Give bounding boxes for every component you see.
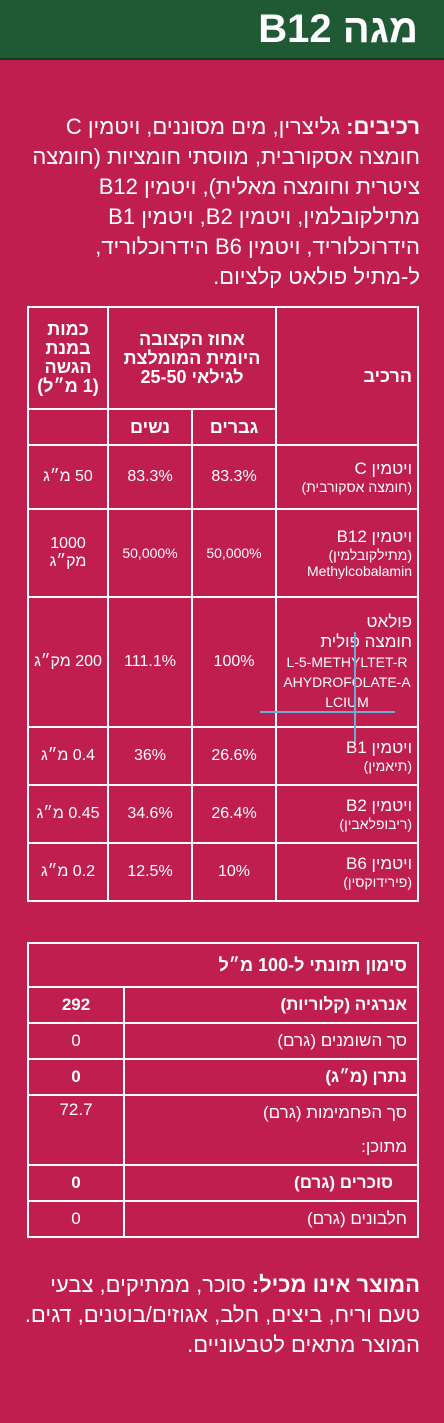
header-women: נשים xyxy=(106,408,194,446)
cell-name-sub: (פירידוקסין) xyxy=(343,874,412,890)
nutrition-value: 0 xyxy=(27,1200,125,1238)
cell-amount: 200 מק״ג xyxy=(27,596,109,728)
cell-name: ויטמין B2 (ריבופלאבין) xyxy=(275,784,419,844)
cell-men: 100% xyxy=(191,596,277,728)
cell-women: 36% xyxy=(106,726,194,786)
nutrition-label: סך הפחמימות (גרם) xyxy=(123,1094,419,1130)
cell-amount: 1000 מק״ג xyxy=(27,508,109,598)
cell-name: ויטמין B1 (תיאמין) xyxy=(275,726,419,786)
cell-name-sub: חומצה פולית xyxy=(320,632,412,651)
cell-name-main: ויטמין C xyxy=(354,459,412,478)
cell-name-sub: (תיאמין) xyxy=(363,758,412,774)
nutrition-label: סוכרים (גרם) xyxy=(123,1164,419,1202)
cell-women: 12.5% xyxy=(106,842,194,902)
cell-women: 111.1% xyxy=(106,596,194,728)
header-men: גברים xyxy=(191,408,277,446)
table-row: סוכרים (גרם) 0 xyxy=(27,1164,419,1202)
table-row: סך הפחמימות (גרם) 72.7 xyxy=(27,1094,419,1130)
cell-men: 83.3% xyxy=(191,444,277,510)
cell-amount: 0.45 מ״ג xyxy=(27,784,109,844)
nutrition-value: 292 xyxy=(27,986,125,1024)
nutrition-label: אנרגיה (קלוריות) xyxy=(123,986,419,1024)
cell-name-sub: (חומצה אסקורבית) xyxy=(301,479,412,495)
cell-name-main: ויטמין B12 xyxy=(336,527,412,546)
cell-name-sub: (ריבופלאבין) xyxy=(339,816,412,832)
excludes-label: המוצר אינו מכיל: xyxy=(251,1272,420,1297)
cell-amount: 0.2 מ״ג xyxy=(27,842,109,902)
cell-men: 26.4% xyxy=(191,784,277,844)
table-row: ויטמין B1 (תיאמין) 26.6% 36% 0.4 מ״ג xyxy=(27,726,419,786)
table-row: אנרגיה (קלוריות) 292 xyxy=(27,986,419,1024)
header-amount: כמות במנת הגשה (1 מ״ל) xyxy=(27,306,109,410)
table-row: נתרן (מ״ג) 0 xyxy=(27,1058,419,1096)
nutrition-label: סך השומנים (גרם) xyxy=(123,1022,419,1060)
cell-amount: 50 מ״ג xyxy=(27,444,109,510)
cell-women: 50,000% xyxy=(106,508,194,598)
cell-name-main: ויטמין B6 xyxy=(346,854,412,873)
nutrition-title: סימון תזונתי ל-100 מ״ל xyxy=(27,942,419,988)
nutrition-label: מתוכן: xyxy=(123,1130,419,1166)
nutrition-value: 0 xyxy=(27,1164,125,1202)
cell-women: 83.3% xyxy=(106,444,194,510)
cell-name-sub2: Methylcobalamin xyxy=(306,563,412,579)
cell-name-main: ויטמין B1 xyxy=(346,738,412,757)
nutrition-title-row: סימון תזונתי ל-100 מ״ל xyxy=(27,942,419,988)
excludes-paragraph: המוצר אינו מכיל: סוכר, ממתיקים, צבעי טעם… xyxy=(24,1270,420,1360)
nutrition-value: 72.7 xyxy=(27,1094,125,1130)
cell-name-sub: (מתילקובלמין) xyxy=(328,547,412,563)
ingredients-text: גליצרין, מים מסוננים, ויטמין C חומצה אסק… xyxy=(32,114,420,289)
nutrition-value xyxy=(27,1130,125,1166)
cell-name-main: ויטמין B2 xyxy=(346,796,412,815)
table-row: ויטמין C (חומצה אסקורבית) 83.3% 83.3% 50 … xyxy=(27,444,419,510)
header-component: הרכיב xyxy=(275,306,419,446)
table-row: ויטמין B12 (מתילקובלמין) Methylcobalamin 5… xyxy=(27,508,419,598)
cell-amount: 0.4 מ״ג xyxy=(27,726,109,786)
cell-men: 26.6% xyxy=(191,726,277,786)
vitamins-table: הרכיב אחוז הקצובה היומית המומלצת לגילאי … xyxy=(27,306,419,902)
cell-name-main: פולאט xyxy=(366,612,412,631)
ingredients-paragraph: רכיבים: גליצרין, מים מסוננים, ויטמין C ח… xyxy=(24,112,420,292)
cell-name: ויטמין B12 (מתילקובלמין) Methylcobalamin xyxy=(275,508,419,598)
cell-name: ויטמין C (חומצה אסקורבית) xyxy=(275,444,419,510)
cell-women: 34.6% xyxy=(106,784,194,844)
table-row: מתוכן: xyxy=(27,1130,419,1166)
table-row: פולאט חומצה פולית L-5-METHYLTET-RAHYDROFOL… xyxy=(27,596,419,728)
nutrition-label: חלבונים (גרם) xyxy=(123,1200,419,1238)
table-subheader-row: גברים נשים xyxy=(27,408,418,446)
table-row: חלבונים (גרם) 0 xyxy=(27,1200,419,1238)
page-title: מגה B12 xyxy=(258,7,418,51)
header-blank xyxy=(27,408,109,446)
table-header-row: הרכיב אחוז הקצובה היומית המומלצת לגילאי … xyxy=(27,306,419,446)
cell-name-sub2: L-5-METHYLTET-RAHYDROFOLATE-ALCIUM xyxy=(283,654,411,710)
header-bar: מגה B12 xyxy=(0,0,444,60)
nutrition-label: נתרן (מ״ג) xyxy=(123,1058,419,1096)
cell-men: 50,000% xyxy=(191,508,277,598)
table-row: ויטמין B6 (פירידוקסין) 10% 12.5% 0.2 מ״ג xyxy=(27,842,419,902)
excludes-text: סוכר, ממתיקים, צבעי טעם וריח, ביצים, חלב… xyxy=(24,1272,420,1357)
ingredients-label: רכיבים: xyxy=(346,114,420,139)
nutrition-table: סימון תזונתי ל-100 מ״ל אנרגיה (קלוריות) … xyxy=(27,942,419,1238)
cell-name: ויטמין B6 (פירידוקסין) xyxy=(275,842,419,902)
table-row: סך השומנים (גרם) 0 xyxy=(27,1022,419,1060)
nutrition-value: 0 xyxy=(27,1058,125,1096)
table-row: ויטמין B2 (ריבופלאבין) 26.4% 34.6% 0.45 מ… xyxy=(27,784,419,844)
cell-men: 10% xyxy=(191,842,277,902)
header-daily: אחוז הקצובה היומית המומלצת לגילאי 25-50 xyxy=(107,306,277,410)
cell-name: פולאט חומצה פולית L-5-METHYLTET-RAHYDROFOL… xyxy=(275,596,419,728)
nutrition-value: 0 xyxy=(27,1022,125,1060)
